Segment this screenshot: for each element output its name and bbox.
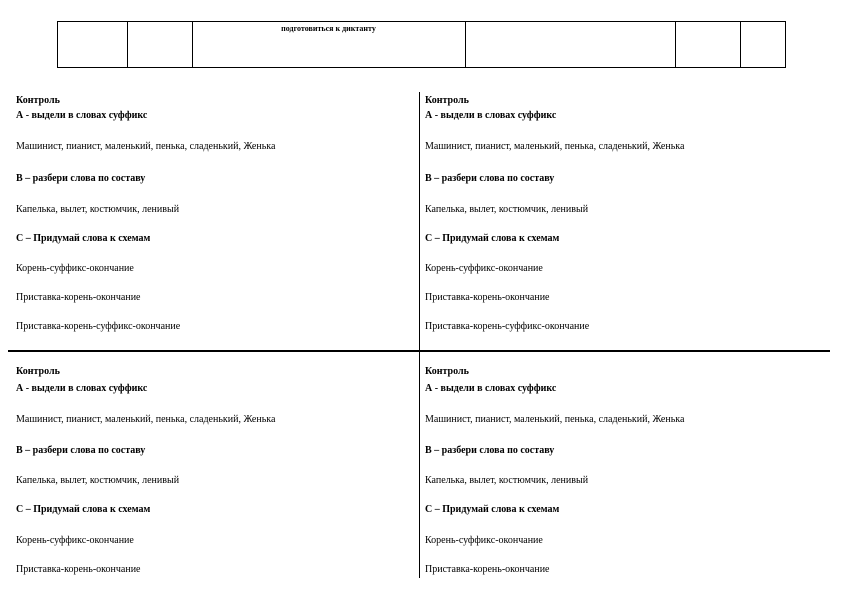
- task-a-words: Машинист, пианист, маленький, пенька, сл…: [425, 141, 685, 152]
- task-c: С – Придумай слова к схемам: [425, 504, 560, 515]
- task-b-words: Капелька, вылет, костюмчик, ленивый: [425, 204, 589, 215]
- card-title: Контроль: [16, 366, 60, 377]
- table-divider: [127, 22, 128, 67]
- scheme-1: Корень-суффикс-окончание: [16, 263, 134, 274]
- table-divider: [192, 22, 193, 67]
- task-a: А - выдели в словах суффикс: [16, 110, 148, 121]
- task-a: А - выдели в словах суффикс: [425, 110, 557, 121]
- task-b-words: Капелька, вылет, костюмчик, ленивый: [425, 475, 589, 486]
- scheme-2: Приставка-корень-окончание: [425, 292, 550, 303]
- scheme-2: Приставка-корень-окончание: [16, 564, 141, 575]
- scheme-1: Корень-суффикс-окончание: [16, 535, 134, 546]
- task-a-words: Машинист, пианист, маленький, пенька, сл…: [425, 414, 685, 425]
- table-divider: [675, 22, 676, 67]
- table-divider: [465, 22, 466, 67]
- card-title: Контроль: [16, 95, 60, 106]
- header-table: подготовиться к диктанту: [57, 21, 786, 68]
- horizontal-divider: [8, 350, 830, 352]
- task-b: В – разбери слова по составу: [425, 445, 555, 456]
- task-a: А - выдели в словах суффикс: [425, 383, 557, 394]
- task-b-words: Капелька, вылет, костюмчик, ленивый: [16, 475, 180, 486]
- vertical-divider: [419, 92, 420, 578]
- table-divider: [740, 22, 741, 67]
- scheme-3: Приставка-корень-суффикс-окончание: [16, 321, 181, 332]
- scheme-2: Приставка-корень-окончание: [425, 564, 550, 575]
- scheme-3: Приставка-корень-суффикс-окончание: [425, 321, 590, 332]
- task-b: В – разбери слова по составу: [16, 173, 146, 184]
- task-b: В – разбери слова по составу: [16, 445, 146, 456]
- scheme-1: Корень-суффикс-окончание: [425, 263, 543, 274]
- scheme-1: Корень-суффикс-окончание: [425, 535, 543, 546]
- task-b-words: Капелька, вылет, костюмчик, ленивый: [16, 204, 180, 215]
- task-a-words: Машинист, пианист, маленький, пенька, сл…: [16, 141, 276, 152]
- task-c: С – Придумай слова к схемам: [16, 504, 151, 515]
- scheme-2: Приставка-корень-окончание: [16, 292, 141, 303]
- card-title: Контроль: [425, 95, 469, 106]
- task-c: С – Придумай слова к схемам: [16, 233, 151, 244]
- card-title: Контроль: [425, 366, 469, 377]
- task-c: С – Придумай слова к схемам: [425, 233, 560, 244]
- task-a-words: Машинист, пианист, маленький, пенька, сл…: [16, 414, 276, 425]
- task-b: В – разбери слова по составу: [425, 173, 555, 184]
- table-note: подготовиться к диктанту: [281, 24, 376, 33]
- task-a: А - выдели в словах суффикс: [16, 383, 148, 394]
